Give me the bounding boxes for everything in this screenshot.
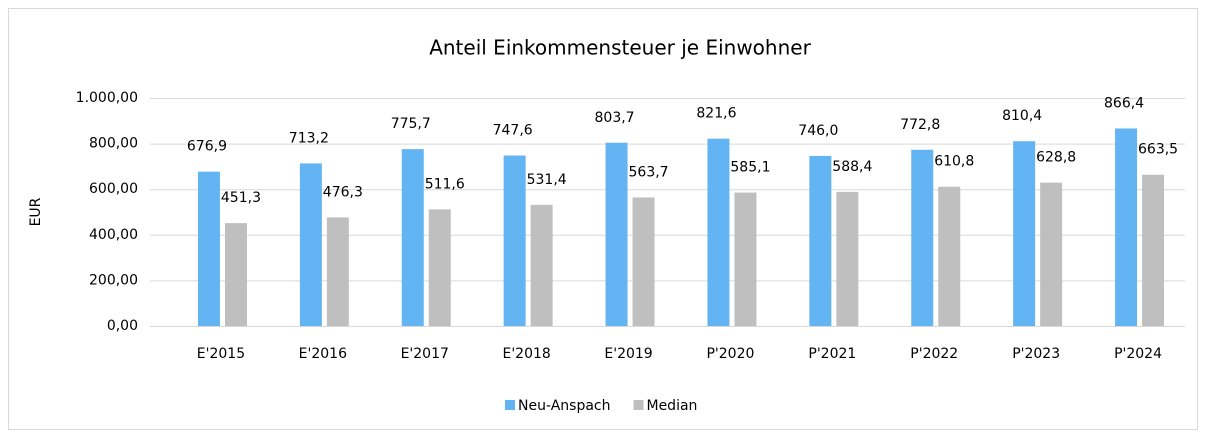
x-tick-label: P'2021 [808, 346, 856, 362]
x-tick-label: E'2016 [299, 346, 347, 362]
bar [1040, 182, 1063, 326]
data-label: 563,7 [629, 164, 669, 180]
x-tick-label: E'2017 [401, 346, 449, 362]
bar [836, 191, 859, 326]
x-tick-label: P'2020 [706, 346, 754, 362]
legend-label: Neu-Anspach [518, 398, 610, 414]
bar [734, 192, 757, 326]
bar [197, 171, 220, 326]
bar [605, 142, 628, 326]
legend-swatch [505, 400, 515, 410]
data-label: 585,1 [730, 160, 770, 176]
bar [707, 138, 730, 326]
bar [326, 217, 349, 326]
bar [224, 223, 247, 326]
data-label: 476,3 [323, 184, 363, 200]
x-tick-label: P'2022 [910, 346, 958, 362]
data-label: 821,6 [696, 106, 736, 122]
data-label: 676,9 [187, 139, 227, 155]
data-label: 663,5 [1138, 142, 1178, 158]
bar [1142, 174, 1165, 326]
legend-swatch [633, 400, 644, 410]
data-label: 588,4 [832, 159, 872, 175]
data-label: 803,7 [595, 110, 635, 126]
y-tick-label: 1.000,00 [76, 90, 138, 106]
y-tick-label: 200,00 [89, 272, 138, 288]
y-axis-label: EUR [28, 197, 44, 226]
bar [911, 149, 934, 326]
bar [401, 149, 424, 326]
bar [632, 197, 655, 326]
data-label: 775,7 [391, 116, 431, 132]
x-tick-label: E'2015 [197, 346, 245, 362]
data-label: 531,4 [527, 172, 567, 188]
y-tick-label: 800,00 [89, 136, 138, 152]
y-tick-label: 400,00 [89, 227, 138, 243]
bar [299, 163, 322, 326]
bar [938, 186, 961, 326]
data-label: 747,6 [493, 123, 533, 139]
y-tick-label: 0,00 [107, 318, 138, 334]
legend-label: Median [646, 398, 697, 414]
data-label: 610,8 [934, 154, 974, 170]
data-label: 511,6 [425, 176, 465, 192]
data-label: 451,3 [221, 190, 261, 206]
y-tick-label: 600,00 [89, 181, 138, 197]
bar [503, 155, 526, 326]
data-label: 628,8 [1036, 150, 1076, 166]
bar [428, 209, 451, 326]
x-tick-label: P'2023 [1012, 346, 1060, 362]
data-label: 866,4 [1104, 95, 1144, 111]
bar [530, 204, 553, 326]
data-label: 746,0 [798, 123, 838, 139]
x-tick-label: E'2019 [604, 346, 652, 362]
bar [809, 155, 832, 326]
chart-title: Anteil Einkommensteuer je Einwohner [429, 36, 811, 60]
bar [1013, 141, 1036, 326]
data-label: 810,4 [1002, 108, 1042, 124]
data-label: 713,2 [289, 130, 329, 146]
x-tick-label: E'2018 [502, 346, 550, 362]
data-label: 772,8 [900, 117, 940, 133]
x-tick-label: P'2024 [1114, 346, 1162, 362]
bar [1115, 128, 1138, 326]
